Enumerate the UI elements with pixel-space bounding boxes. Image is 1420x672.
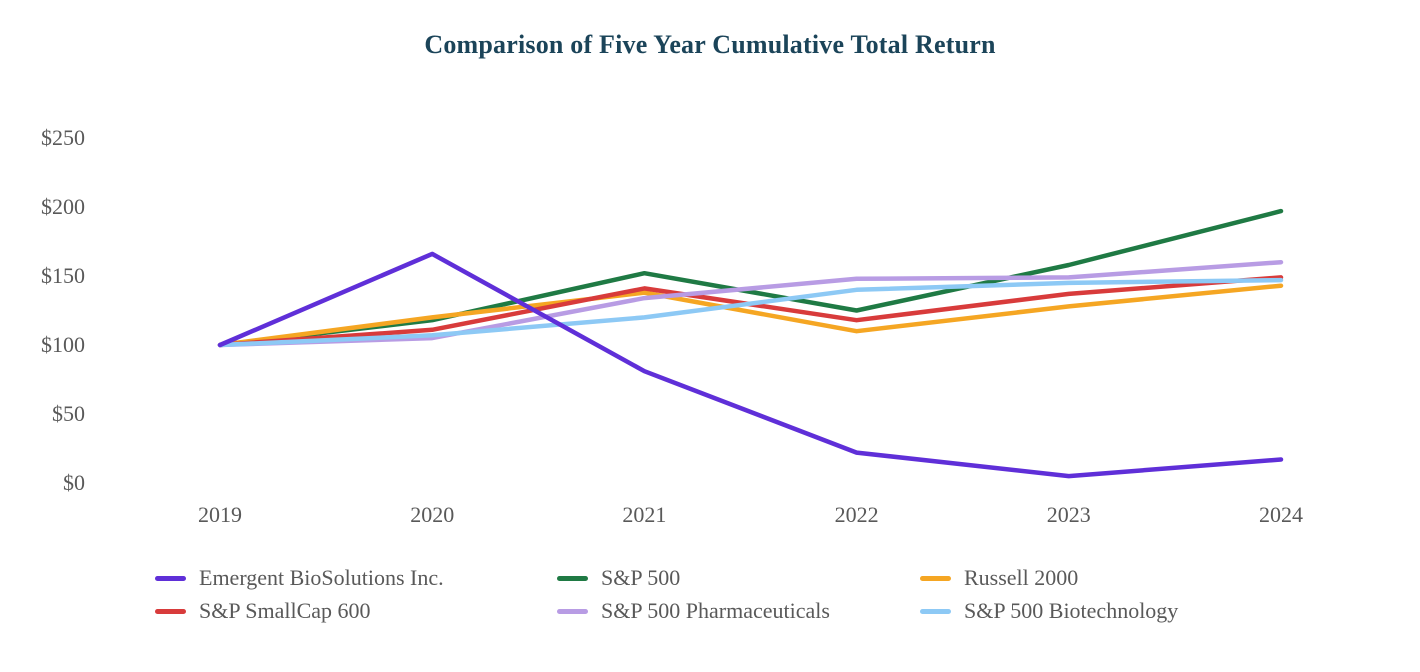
- x-axis-tick-label: 2019: [198, 502, 242, 527]
- legend-label: S&P 500: [601, 565, 681, 590]
- series-line-russell-2000: [217, 283, 1284, 348]
- y-axis-tick-label: $200: [41, 194, 85, 219]
- series-line-s-p-500-biotechnology: [217, 277, 1284, 348]
- series-line-s-p-500-pharmaceuticals: [217, 259, 1284, 348]
- legend-swatch-icon: [557, 608, 588, 614]
- legend-item: S&P 500 Pharmaceuticals: [557, 598, 920, 624]
- legend-swatch-icon: [920, 608, 951, 614]
- y-axis-tick-label: $0: [63, 470, 85, 495]
- legend-item: S&P 500 Biotechnology: [920, 598, 1285, 624]
- chart-title: Comparison of Five Year Cumulative Total…: [424, 30, 996, 59]
- series-line-s-p-500: [217, 208, 1284, 348]
- legend-label: S&P SmallCap 600: [199, 598, 371, 624]
- legend-item: S&P 500: [557, 565, 920, 590]
- x-axis-tick-label: 2023: [1047, 502, 1091, 527]
- legend-item: Emergent BioSolutions Inc.: [155, 565, 557, 590]
- legend-swatch-icon: [920, 575, 951, 581]
- legend-label: Russell 2000: [964, 565, 1079, 590]
- y-axis-tick-label: $100: [41, 332, 85, 357]
- legend-label: Emergent BioSolutions Inc.: [199, 565, 444, 590]
- legend-item: Russell 2000: [920, 565, 1285, 590]
- legend-label: S&P 500 Pharmaceuticals: [601, 598, 830, 624]
- legend-swatch-icon: [155, 608, 186, 614]
- y-axis-tick-label: $150: [41, 263, 85, 288]
- legend-swatch-icon: [155, 575, 186, 581]
- chart-legend: Emergent BioSolutions Inc. S&P 500 Russell…: [155, 565, 1285, 624]
- x-axis-tick-label: 2020: [410, 502, 454, 527]
- legend-item: S&P SmallCap 600: [155, 598, 557, 624]
- y-axis-tick-label: $50: [52, 401, 85, 426]
- legend-swatch-icon: [557, 575, 588, 581]
- series-line-emergent-biosolutions-inc: [217, 251, 1284, 479]
- x-axis-tick-label: 2022: [835, 502, 879, 527]
- x-axis-tick-label: 2024: [1259, 502, 1303, 527]
- x-axis-tick-label: 2021: [622, 502, 666, 527]
- y-axis-tick-label: $250: [41, 125, 85, 150]
- legend-label: S&P 500 Biotechnology: [964, 598, 1179, 624]
